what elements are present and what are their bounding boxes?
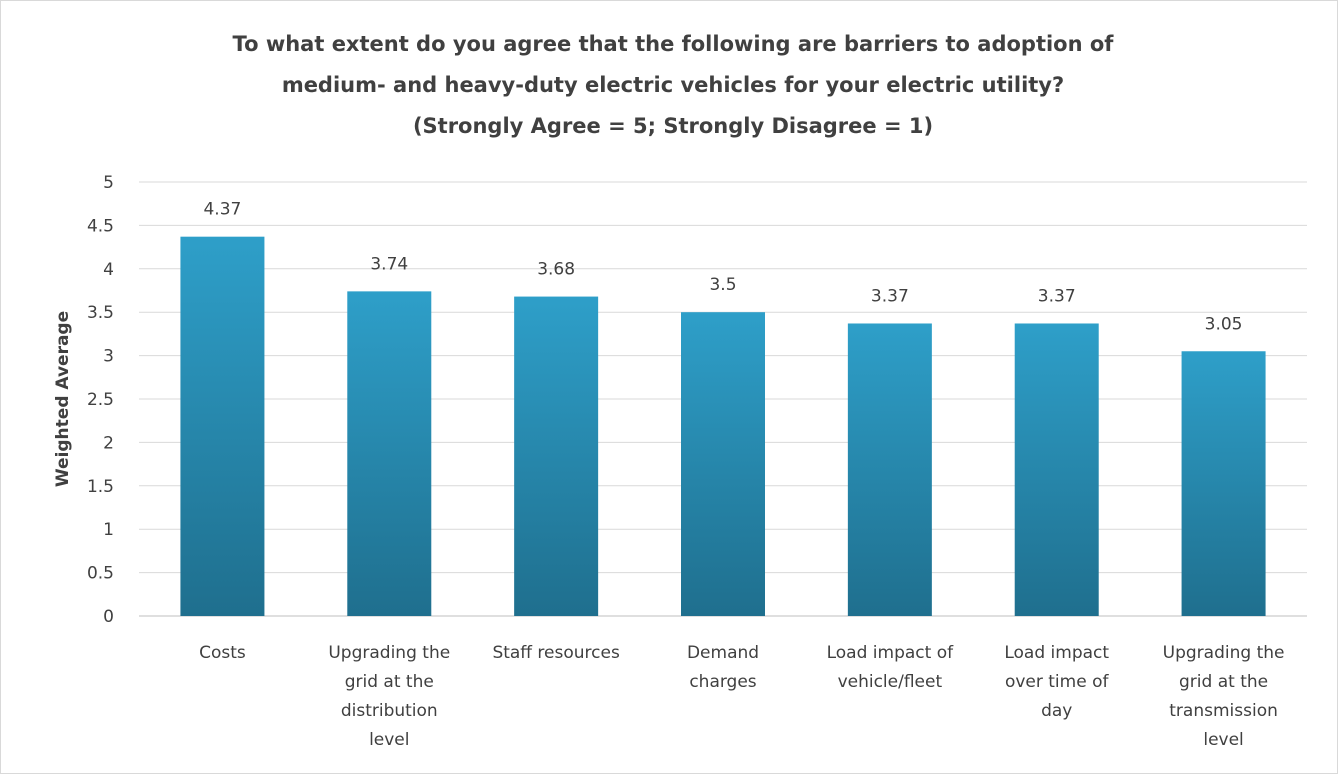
chart-title-line: medium- and heavy-duty electric vehicles… (282, 73, 1064, 97)
category-label-line: grid at the (345, 672, 434, 692)
data-label: 3.37 (1038, 286, 1076, 306)
category-label: Staff resources (492, 643, 620, 663)
y-tick-label: 4.5 (87, 216, 114, 236)
y-axis-ticks: 0 0.5 1 1.5 2 2.5 3 3.5 4 4.5 5 (87, 173, 114, 627)
y-tick-label: 0.5 (87, 564, 114, 584)
bar (681, 312, 765, 616)
category-label-line: grid at the (1179, 672, 1268, 692)
bar (847, 323, 932, 616)
y-tick-label: 3.5 (87, 303, 114, 323)
category-label-line: Upgrading the (1163, 643, 1285, 663)
bar (1014, 323, 1099, 616)
bar (347, 291, 432, 616)
y-tick-label: 5 (103, 173, 114, 193)
y-axis-title: Weighted Average (53, 311, 73, 487)
data-label: 4.37 (203, 200, 241, 220)
category-label-line: Demand (687, 643, 759, 663)
category-label-line: vehicle/fleet (838, 672, 943, 692)
category-label-line: day (1041, 701, 1072, 721)
chart-title-line: (Strongly Agree = 5; Strongly Disagree =… (413, 114, 933, 138)
chart-title: To what extent do you agree that the fol… (233, 32, 1115, 138)
category-label: Upgrading the grid at the transmission leve… (1163, 643, 1285, 750)
category-label-line: charges (689, 672, 756, 692)
chart-title-line: To what extent do you agree that the fol… (233, 32, 1115, 56)
bars (180, 236, 1266, 616)
category-label: Load impact over time of day (1004, 643, 1109, 721)
data-label: 3.68 (537, 260, 575, 280)
data-label: 3.74 (370, 254, 408, 274)
category-label-line: Load impact of (827, 643, 954, 663)
y-tick-label: 1 (103, 520, 114, 540)
category-label-line: Staff resources (492, 643, 620, 663)
y-tick-label: 2.5 (87, 390, 114, 410)
category-label: Costs (199, 643, 246, 663)
category-label-line: level (369, 730, 409, 750)
category-label-line: over time of (1005, 672, 1110, 692)
category-label: Demand charges (687, 643, 759, 692)
y-tick-label: 4 (103, 260, 114, 280)
bar (180, 236, 265, 616)
category-label-line: Load impact (1004, 643, 1109, 663)
data-label: 3.5 (709, 275, 736, 295)
y-tick-label: 1.5 (87, 477, 114, 497)
category-label-line: transmission (1169, 701, 1278, 721)
category-label: Upgrading the grid at the distribution leve… (328, 643, 450, 750)
category-label-line: Costs (199, 643, 246, 663)
category-label-line: Upgrading the (328, 643, 450, 663)
y-tick-label: 0 (103, 607, 114, 627)
category-label: Load impact of vehicle/fleet (827, 643, 954, 692)
y-tick-label: 2 (103, 433, 114, 453)
data-label: 3.05 (1205, 314, 1243, 334)
x-axis-categories: Costs Upgrading the grid at the distributio… (199, 643, 1284, 750)
data-label: 3.37 (871, 286, 909, 306)
bar (1181, 351, 1266, 616)
category-label-line: level (1203, 730, 1243, 750)
bar (514, 296, 599, 616)
y-tick-label: 3 (103, 347, 114, 367)
data-labels: 4.37 3.74 3.68 3.5 3.37 3.37 3.05 (203, 200, 1242, 335)
category-label-line: distribution (341, 701, 438, 721)
